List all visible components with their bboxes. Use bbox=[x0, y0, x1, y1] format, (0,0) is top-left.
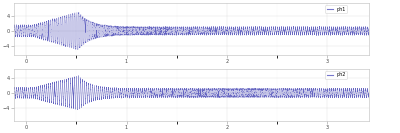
Legend: ph1: ph1 bbox=[325, 5, 347, 13]
Legend: ph2: ph2 bbox=[325, 71, 347, 79]
